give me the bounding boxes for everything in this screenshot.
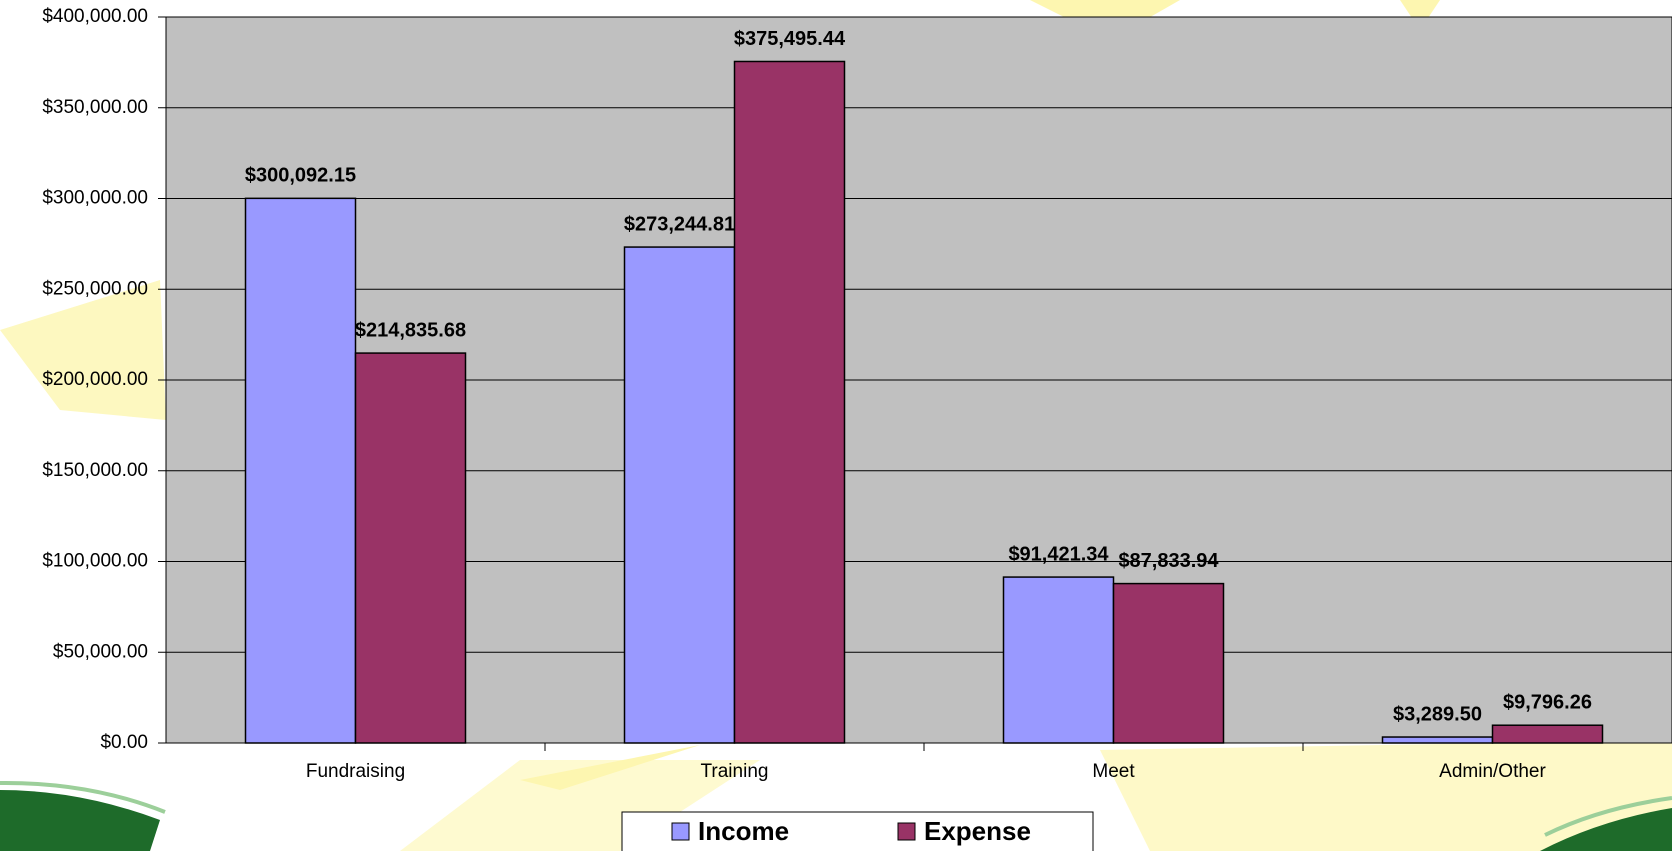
x-tick-label: Admin/Other (1439, 761, 1546, 782)
y-tick-label: $50,000.00 (53, 641, 148, 662)
legend-swatch (671, 822, 690, 841)
value-label: $300,092.15 (245, 165, 356, 187)
bar (1002, 576, 1115, 744)
bar (354, 352, 467, 744)
y-tick-label: $150,000.00 (42, 460, 148, 481)
value-label: $87,833.94 (1118, 550, 1219, 572)
y-tick-label: $300,000.00 (42, 188, 148, 209)
bar (244, 197, 357, 744)
bar (1381, 736, 1494, 744)
y-tick-label: $350,000.00 (42, 97, 148, 118)
bar (733, 60, 846, 744)
y-tick-label: $400,000.00 (42, 6, 148, 27)
bar (623, 246, 736, 744)
legend-swatch (897, 822, 916, 841)
x-tick-label: Fundraising (306, 761, 405, 782)
y-tick-label: $250,000.00 (42, 278, 148, 299)
y-tick-label: $200,000.00 (42, 369, 148, 390)
legend-label: Expense (924, 816, 1031, 846)
value-label: $3,289.50 (1393, 703, 1482, 725)
legend-label: Income (698, 816, 789, 846)
bar (1112, 582, 1225, 744)
value-label: $214,835.68 (355, 319, 466, 341)
x-tick-label: Training (701, 761, 769, 782)
legend (621, 811, 1094, 851)
value-label: $9,796.26 (1503, 692, 1592, 714)
value-label: $91,421.34 (1008, 543, 1109, 565)
x-tick-label: Meet (1092, 761, 1135, 782)
value-label: $375,495.44 (734, 28, 846, 50)
value-label: $273,244.81 (624, 213, 735, 235)
bars (244, 60, 1604, 744)
y-tick-label: $0.00 (100, 732, 148, 753)
bar (1491, 724, 1604, 744)
y-tick-label: $100,000.00 (42, 551, 148, 572)
